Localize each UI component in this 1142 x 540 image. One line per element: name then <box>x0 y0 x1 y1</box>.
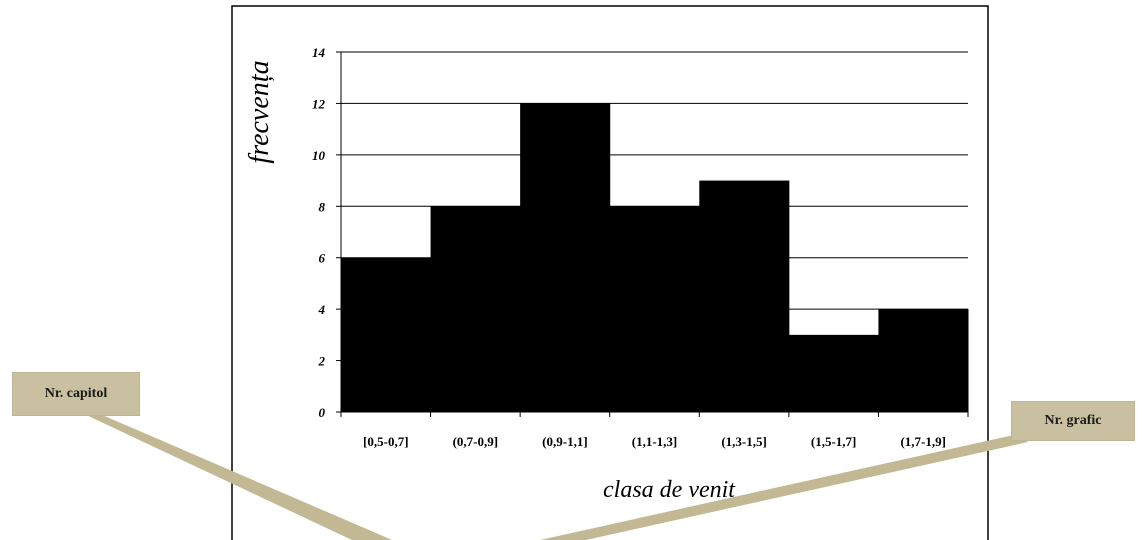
x-tick-label: (1,1-1,3] <box>632 434 678 449</box>
y-tick-label: 0 <box>319 405 326 420</box>
bar-(1,7-1,9] <box>878 309 969 412</box>
y-tick-label: 8 <box>319 199 326 214</box>
bar-(0,7-0,9] <box>430 206 521 412</box>
y-axis-label: frecvența <box>244 60 275 163</box>
bar-(1,3-1,5] <box>699 180 790 412</box>
y-tick-labels: 0 2 4 6 8 10 12 14 <box>312 45 341 420</box>
y-tick-label: 2 <box>318 354 326 369</box>
callout-grafic-pointer <box>540 434 1028 540</box>
bar-(1,5-1,7] <box>788 334 879 412</box>
x-tick-label: (1,5-1,7] <box>811 434 857 449</box>
callout-chapter-number: Nr. capitol <box>12 372 140 416</box>
callout-capitol-pointer <box>84 414 392 540</box>
y-tick-label: 14 <box>312 45 326 60</box>
x-tick-label: (1,3-1,5] <box>721 434 767 449</box>
y-tick-label: 12 <box>312 96 326 111</box>
axes <box>340 52 968 413</box>
x-axis-label: clasa de venit <box>603 477 736 503</box>
x-tick-label: (0,9-1,1] <box>542 434 588 449</box>
x-tick-label: [0,5-0,7] <box>363 434 409 449</box>
bar-(1,1-1,3] <box>609 206 700 412</box>
callout-figure-number: Nr. grafic <box>1011 401 1135 441</box>
bar-(0,9-1,1] <box>520 103 611 412</box>
y-tick-label: 10 <box>312 148 326 163</box>
x-tick-label: (0,7-0,9] <box>453 434 499 449</box>
bars <box>341 103 969 412</box>
bar-[0,5-0,7] <box>341 257 432 412</box>
x-tick-labels: [0,5-0,7] (0,7-0,9] (0,9-1,1] (1,1-1,3] (1,3… <box>340 412 969 449</box>
x-tick-label: (1,7-1,9] <box>900 434 946 449</box>
y-tick-label: 4 <box>318 302 326 317</box>
y-tick-label: 6 <box>319 251 326 266</box>
